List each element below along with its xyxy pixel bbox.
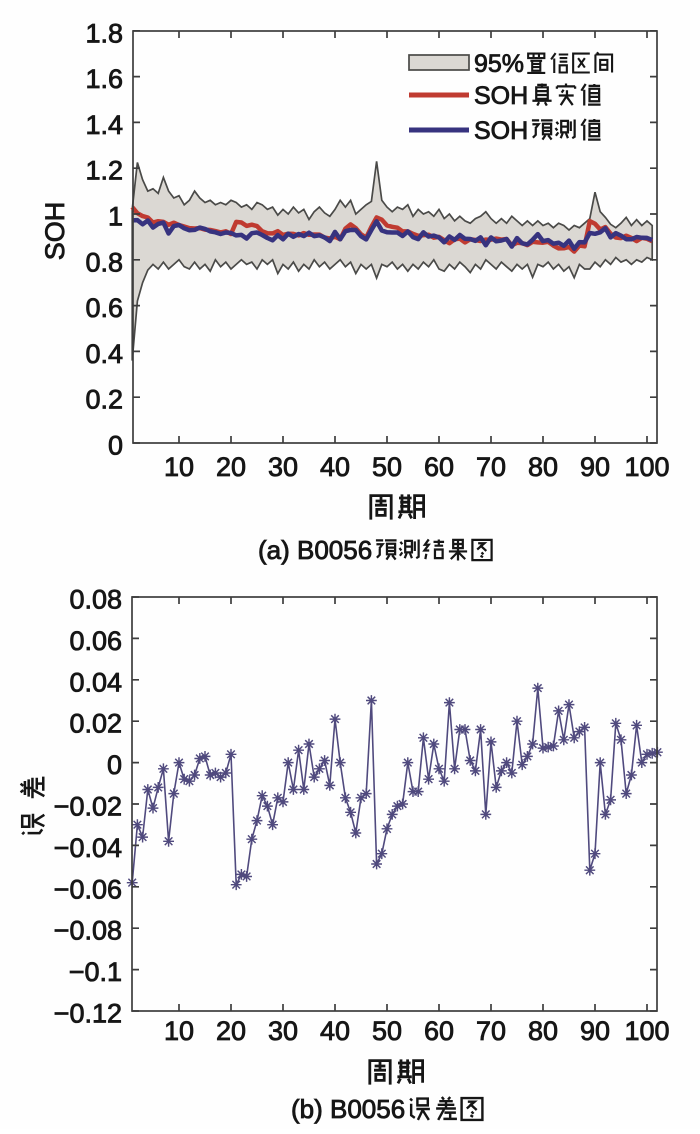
svg-text:−0.02: −0.02 (54, 792, 122, 822)
svg-text:0: 0 (107, 750, 122, 780)
svg-text:50: 50 (372, 1016, 402, 1046)
svg-text:−0.04: −0.04 (54, 833, 122, 863)
svg-text:20: 20 (216, 452, 246, 482)
svg-text:SOH: SOH (474, 117, 528, 145)
svg-text:60: 60 (424, 452, 454, 482)
svg-text:−0.1: −0.1 (69, 957, 122, 987)
svg-text:0.06: 0.06 (69, 626, 122, 656)
svg-text:95%: 95% (474, 50, 524, 78)
svg-text:90: 90 (580, 1016, 610, 1046)
svg-text:40: 40 (320, 1016, 350, 1046)
svg-text:30: 30 (268, 1016, 298, 1046)
svg-text:10: 10 (164, 452, 194, 482)
svg-text:1.4: 1.4 (85, 110, 123, 140)
svg-text:−0.08: −0.08 (54, 916, 122, 946)
svg-text:1.2: 1.2 (85, 156, 123, 186)
svg-text:−0.06: −0.06 (54, 874, 122, 904)
svg-text:80: 80 (528, 452, 558, 482)
svg-text:80: 80 (528, 1016, 558, 1046)
svg-text:100: 100 (624, 452, 669, 482)
svg-text:70: 70 (476, 452, 506, 482)
svg-text:20: 20 (216, 1016, 246, 1046)
svg-text:SOH: SOH (40, 202, 70, 261)
svg-text:60: 60 (424, 1016, 454, 1046)
svg-text:90: 90 (580, 452, 610, 482)
svg-text:10: 10 (164, 1016, 194, 1046)
svg-text:1: 1 (108, 202, 123, 232)
svg-text:(a) B0056: (a) B0056 (258, 535, 372, 565)
svg-text:100: 100 (624, 1016, 669, 1046)
svg-text:0.08: 0.08 (69, 585, 122, 615)
svg-text:0.04: 0.04 (69, 667, 122, 697)
svg-text:50: 50 (372, 452, 402, 482)
svg-text:1.8: 1.8 (85, 18, 123, 48)
svg-text:0.4: 0.4 (85, 339, 123, 369)
svg-text:0.02: 0.02 (69, 709, 122, 739)
svg-text:(b) B0056: (b) B0056 (291, 1094, 405, 1124)
svg-text:40: 40 (320, 452, 350, 482)
svg-text:30: 30 (268, 452, 298, 482)
svg-text:1.6: 1.6 (85, 64, 123, 94)
svg-text:0.2: 0.2 (85, 385, 123, 415)
svg-text:0.6: 0.6 (85, 293, 123, 323)
svg-text:70: 70 (476, 1016, 506, 1046)
svg-text:SOH: SOH (474, 82, 528, 110)
svg-text:−0.12: −0.12 (54, 999, 122, 1029)
svg-text:0: 0 (108, 431, 123, 461)
svg-text:0.8: 0.8 (85, 247, 123, 277)
